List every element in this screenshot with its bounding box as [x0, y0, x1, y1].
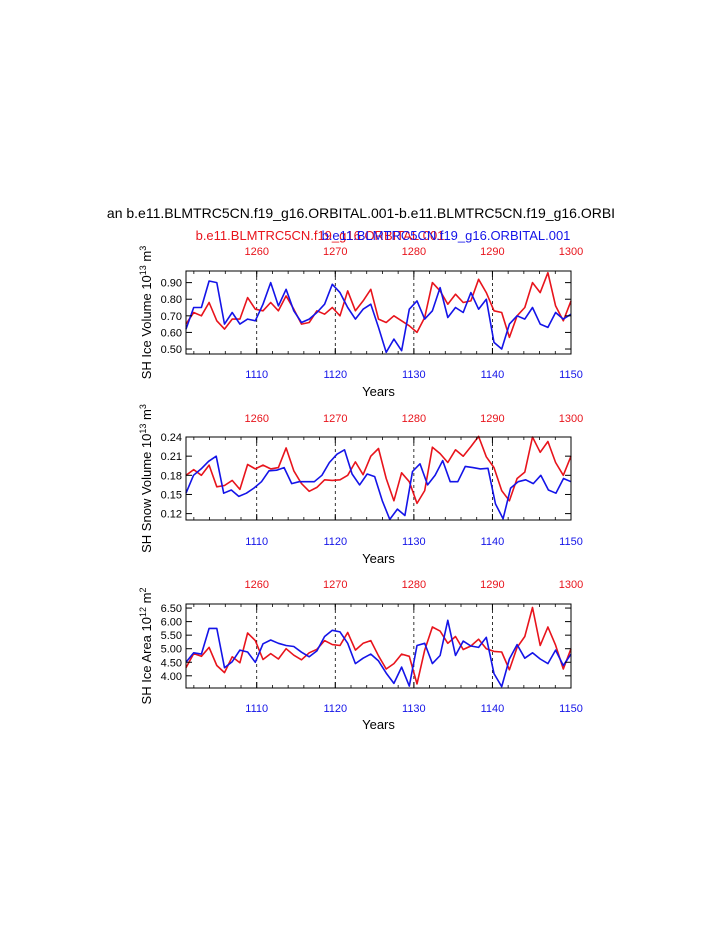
x-bottom-tick-label: 1110 — [245, 369, 268, 381]
series-line-red — [185, 606, 572, 685]
y-tick-label: 6.50 — [161, 603, 182, 615]
x-bottom-tick-label: 1150 — [559, 536, 583, 548]
series-line-red — [185, 435, 572, 505]
y-tick-label: 0.90 — [161, 278, 182, 290]
y-tick-label: 0.12 — [161, 509, 182, 521]
y-tick-label: 5.50 — [161, 630, 182, 642]
y-tick-label: 0.70 — [161, 311, 182, 323]
x-top-tick-label: 1300 — [559, 579, 583, 591]
y-tick-label: 0.80 — [161, 294, 182, 306]
x-top-tick-label: 1300 — [559, 246, 583, 258]
y-tick-label: 0.50 — [161, 344, 182, 356]
y-tick-label: 4.00 — [161, 671, 182, 683]
x-top-tick-label: 1280 — [402, 579, 426, 591]
y-axis-label: SH Ice Volume 1013 m3 — [138, 246, 154, 380]
x-bottom-tick-label: 1110 — [245, 703, 268, 715]
x-bottom-tick-label: 1140 — [481, 536, 505, 548]
x-top-tick-label: 1270 — [323, 413, 347, 425]
y-tick-label: 0.21 — [161, 451, 182, 463]
series-line-red — [185, 271, 572, 339]
x-top-tick-label: 1260 — [244, 246, 268, 258]
y-tick-label: 0.24 — [161, 432, 182, 444]
x-top-tick-label: 1290 — [480, 246, 504, 258]
series-line-blue — [185, 448, 572, 521]
x-axis-label: Years — [362, 551, 395, 566]
plot-frame — [185, 436, 572, 521]
series-line-blue — [185, 619, 572, 688]
panel-3: 1110 1120 1130 1140 1150 1260 1270 1280 1290 1300… — [138, 579, 583, 732]
y-tick-label: 4.50 — [161, 657, 182, 669]
x-top-tick-label: 1290 — [480, 413, 504, 425]
x-bottom-tick-label: 1110 — [245, 536, 268, 548]
x-top-tick-label: 1270 — [323, 579, 347, 591]
x-top-tick-label: 1300 — [559, 413, 583, 425]
x-bottom-tick-label: 1130 — [402, 536, 426, 548]
x-top-tick-label: 1280 — [402, 413, 426, 425]
x-top-tick-label: 1260 — [244, 413, 268, 425]
x-axis-label: Years — [362, 384, 395, 399]
x-bottom-tick-label: 1120 — [323, 536, 347, 548]
x-bottom-tick-label: 1150 — [559, 703, 583, 715]
x-bottom-tick-label: 1120 — [323, 703, 347, 715]
x-top-tick-label: 1280 — [402, 246, 426, 258]
x-bottom-tick-label: 1140 — [481, 369, 505, 381]
legend-red-case: b.e11.BLMTRC5CN.f19_g16.ORBITAL.001 — [196, 228, 445, 243]
x-bottom-tick-label: 1130 — [402, 369, 426, 381]
series-line-blue — [185, 280, 572, 354]
y-tick-label: 0.18 — [161, 470, 182, 482]
main-title: an b.e11.BLMTRC5CN.f19_g16.ORBITAL.001-b… — [107, 205, 615, 221]
panel-1: 1110 1120 1130 1140 1150 1260 1270 1280 1290 1300… — [138, 246, 583, 399]
y-tick-label: 6.00 — [161, 617, 182, 629]
x-bottom-tick-label: 1130 — [402, 703, 426, 715]
plot-frame — [185, 270, 572, 355]
x-axis-label: Years — [362, 717, 395, 732]
y-axis-label: SH Ice Area 1012 m2 — [138, 588, 154, 705]
plot-frame — [185, 603, 572, 689]
y-axis-label: SH Snow Volume 1013 m3 — [138, 404, 154, 553]
x-top-tick-label: 1260 — [244, 579, 268, 591]
y-tick-label: 5.00 — [161, 644, 182, 656]
x-top-tick-label: 1270 — [323, 246, 347, 258]
legend-blue-case: b.e11.BLMTRC5CN.f19_g16.ORBITAL.001 — [322, 228, 571, 243]
x-bottom-tick-label: 1120 — [323, 369, 347, 381]
x-bottom-tick-label: 1150 — [559, 369, 583, 381]
y-tick-label: 0.60 — [161, 327, 182, 339]
x-bottom-tick-label: 1140 — [481, 703, 505, 715]
x-top-tick-label: 1290 — [480, 579, 504, 591]
y-tick-label: 0.15 — [161, 489, 182, 501]
panel-2: 1110 1120 1130 1140 1150 1260 1270 1280 1290 1300… — [138, 404, 583, 566]
